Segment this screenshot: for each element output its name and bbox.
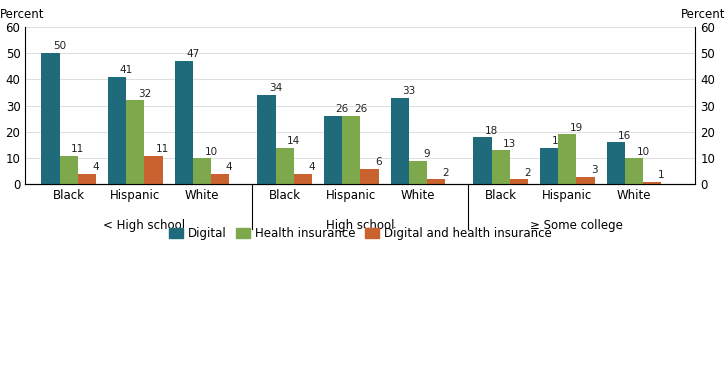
Text: 50: 50	[53, 41, 66, 52]
Text: < High school: < High school	[104, 219, 186, 232]
Bar	[59, 156, 78, 184]
Bar	[193, 158, 211, 184]
Bar	[409, 161, 427, 184]
Bar	[558, 134, 576, 184]
Text: 47: 47	[186, 49, 199, 59]
Text: 13: 13	[503, 139, 516, 149]
Legend: Digital, Health insurance, Digital and health insurance: Digital, Health insurance, Digital and h…	[165, 222, 556, 245]
Text: ≥ Some college: ≥ Some college	[530, 219, 623, 232]
Text: 6: 6	[376, 157, 382, 167]
Text: 10: 10	[204, 146, 218, 157]
Bar	[41, 53, 59, 184]
Text: 3: 3	[591, 165, 598, 175]
Bar	[540, 148, 558, 184]
Bar	[276, 148, 294, 184]
Bar	[257, 95, 276, 184]
Text: 26: 26	[354, 105, 367, 114]
Bar	[625, 158, 643, 184]
Text: 11: 11	[156, 144, 169, 154]
Text: 34: 34	[269, 84, 282, 93]
Text: 2: 2	[525, 168, 531, 178]
Bar	[78, 174, 96, 184]
Bar	[126, 100, 144, 184]
Text: 26: 26	[336, 105, 349, 114]
Text: 4: 4	[93, 162, 99, 172]
Bar	[324, 116, 342, 184]
Text: 10: 10	[637, 146, 650, 157]
Text: High school: High school	[326, 219, 394, 232]
Bar	[342, 116, 360, 184]
Text: 2: 2	[442, 168, 449, 178]
Bar	[108, 77, 126, 184]
Bar	[576, 177, 594, 184]
Bar	[391, 98, 409, 184]
Bar	[360, 169, 378, 184]
Bar	[427, 179, 445, 184]
Text: Percent: Percent	[0, 8, 45, 21]
Text: Percent: Percent	[682, 8, 725, 21]
Text: 41: 41	[120, 65, 133, 75]
Text: 11: 11	[71, 144, 84, 154]
Text: 1: 1	[658, 170, 664, 180]
Bar	[492, 150, 510, 184]
Bar	[144, 156, 162, 184]
Bar	[510, 179, 528, 184]
Bar	[643, 182, 661, 184]
Bar	[607, 142, 625, 184]
Bar	[175, 61, 193, 184]
Text: 32: 32	[138, 89, 151, 99]
Text: 4: 4	[226, 162, 233, 172]
Text: 18: 18	[485, 125, 498, 135]
Text: 33: 33	[402, 86, 415, 96]
Text: 14: 14	[287, 136, 300, 146]
Text: 16: 16	[618, 131, 631, 141]
Text: 19: 19	[570, 123, 583, 133]
Text: 4: 4	[309, 162, 315, 172]
Text: 9: 9	[423, 149, 431, 159]
Text: 14: 14	[552, 136, 565, 146]
Bar	[473, 137, 492, 184]
Bar	[211, 174, 229, 184]
Bar	[294, 174, 312, 184]
